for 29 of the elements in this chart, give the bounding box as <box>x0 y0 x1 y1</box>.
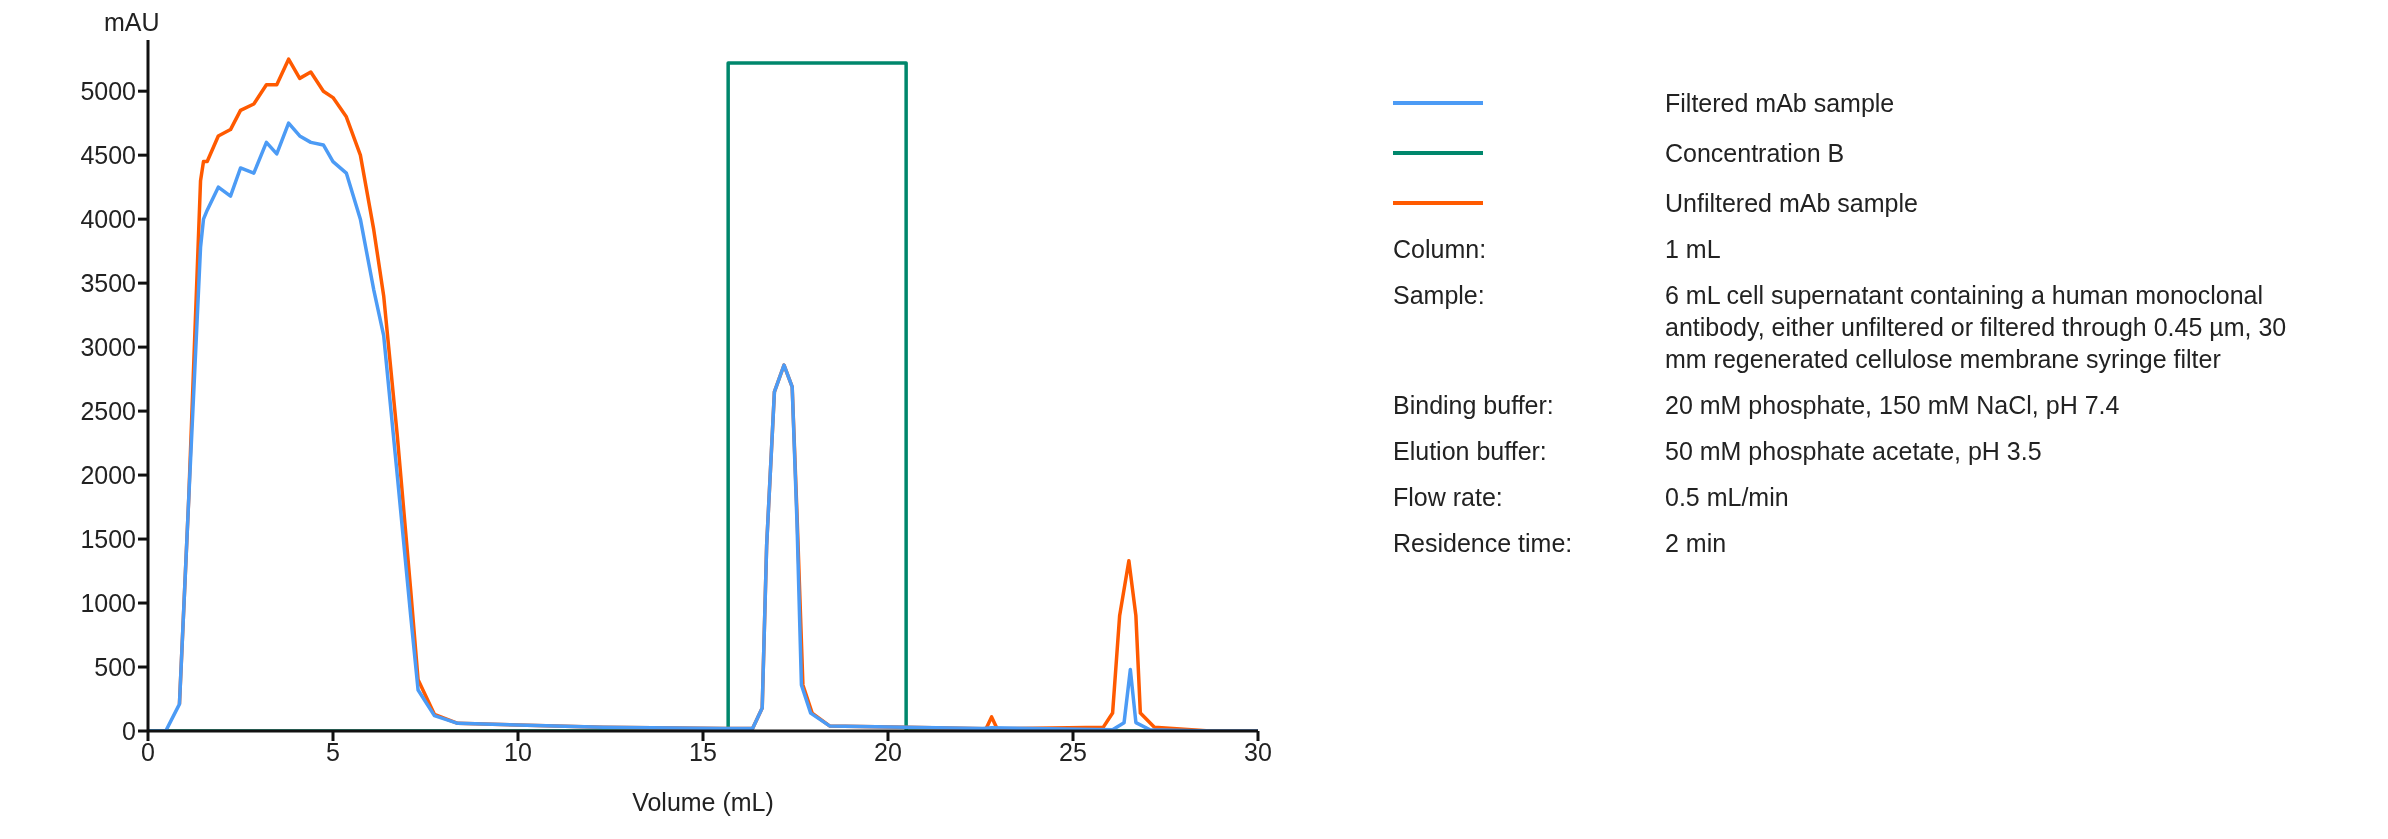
text: Unfiltered mAb sample <box>1665 188 1918 218</box>
y-tick-label: 4500 <box>80 141 136 170</box>
x-tick-label: 20 <box>874 737 902 766</box>
y-tick-label: 4000 <box>80 205 136 234</box>
text: Concentration B <box>1665 138 1845 168</box>
text: Elution buffer: 50 mM phosphate acetate, pH 3.5 <box>1393 437 2042 465</box>
y-tick-label: 3500 <box>80 269 136 297</box>
y-axis-title: mAU <box>104 8 160 37</box>
text: Column: 1 mL <box>1393 235 1721 263</box>
text: Residence time: 2 min <box>1393 529 1727 557</box>
y-tick-label: 2500 <box>80 396 136 425</box>
x-axis-title: Volume (mL) <box>632 788 774 816</box>
y-tick-label: 5000 <box>80 77 136 106</box>
x-tick-label: 15 <box>689 737 717 766</box>
y-tick-label: 0 <box>122 716 136 745</box>
x-tick-label: 5 <box>326 737 340 766</box>
x-tick-label: 25 <box>1059 737 1087 766</box>
x-tick-label: 0 <box>141 737 155 766</box>
y-tick-label: 500 <box>94 652 136 681</box>
text: Filtered mAb sample <box>1665 88 1895 118</box>
y-tick-label: 1000 <box>80 588 136 617</box>
text: Binding buffer: 20 mM phosphate, 150 mM NaCl, pH 7.4 <box>1393 391 2120 419</box>
text: Sample: 6 mL cell supernatant containing a human monoclonal antibody, either unfiltered or filtered through 0.45 µm, 30 mm regenerated cellulose membrane syringe filter <box>1393 281 2287 373</box>
y-tick-label: 2000 <box>80 460 136 489</box>
y-tick-label: 1500 <box>80 524 136 553</box>
text: Flow rate: 0.5 mL/min <box>1393 483 1789 511</box>
x-tick-label: 30 <box>1244 737 1272 766</box>
y-tick-label: 3000 <box>80 332 136 361</box>
x-tick-label: 10 <box>504 737 532 766</box>
